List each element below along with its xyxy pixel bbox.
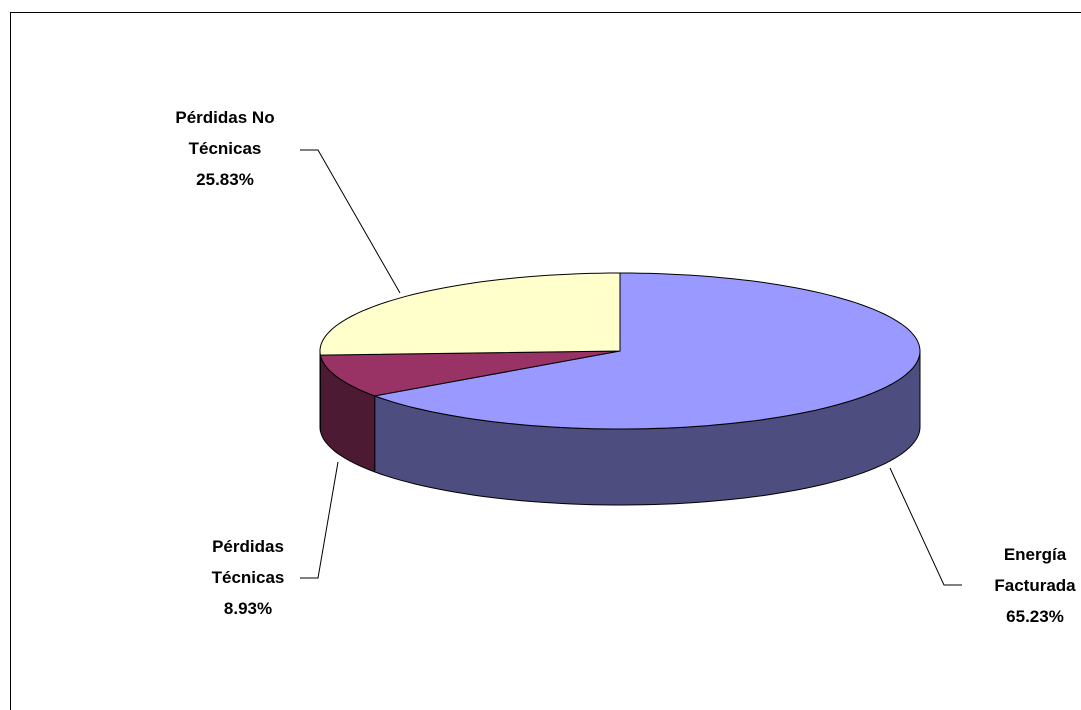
leader-line <box>300 149 401 294</box>
leader-line <box>300 461 339 579</box>
slice <box>319 350 621 397</box>
pie <box>319 272 921 506</box>
category-label: Pérdidas No Técnicas <box>175 108 275 158</box>
category-label: Pérdidas Técnicas <box>211 537 285 587</box>
value-label: 25.83% <box>196 170 254 189</box>
leader-line <box>889 467 962 586</box>
value-label: 8.93% <box>223 599 273 618</box>
slice-label: Pérdidas No Técnicas 25.83% <box>155 102 295 195</box>
slice <box>319 272 621 356</box>
slice-label: Pérdidas Técnicas 8.93% <box>188 531 308 624</box>
slice <box>372 272 921 430</box>
category-label: Energía Facturada <box>994 545 1076 595</box>
value-label: 65.23% <box>1006 607 1064 626</box>
slice-label: Energía Facturada 65.23% <box>985 539 1081 632</box>
